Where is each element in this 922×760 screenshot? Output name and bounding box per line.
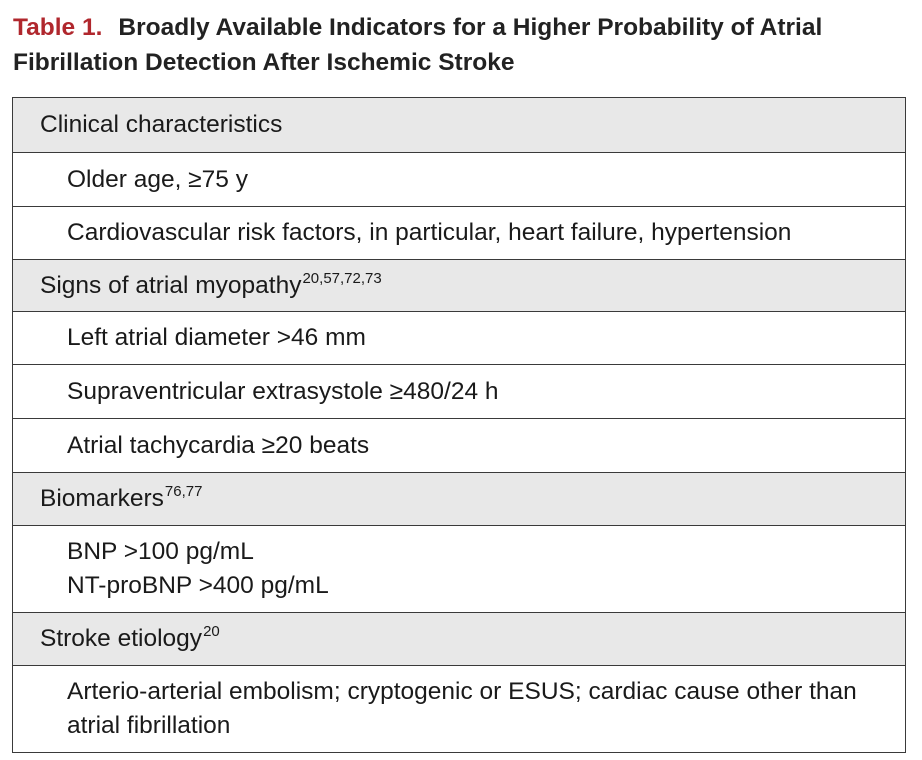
item-text-line-1: BNP >100 pg/mL [67, 538, 254, 565]
section-label: Stroke etiology [40, 625, 203, 652]
section-biomarkers: Biomarkers76,77 [13, 472, 905, 525]
item-arterio-arterial-embolism: Arterio-arterial embolism; cryptogenic o… [13, 665, 905, 752]
item-text-line-1: Arterio-arterial embolism; cryptogenic o… [67, 678, 857, 705]
table-caption: Table 1. Broadly Available Indicators for… [13, 10, 913, 80]
section-clinical-characteristics: Clinical characteristics [13, 98, 905, 152]
table-label: Table 1. [13, 14, 103, 41]
item-text: Atrial tachycardia ≥20 beats [67, 431, 370, 459]
item-text-line-2: atrial fibrillation [67, 712, 231, 739]
item-text: Older age, ≥75 y [67, 165, 248, 193]
item-supraventricular-extrasystole: Supraventricular extrasystole ≥480/24 h [13, 364, 905, 418]
section-atrial-myopathy: Signs of atrial myopathy20,57,72,73 [13, 259, 905, 311]
caption-line-1: Table 1. Broadly Available Indicators for… [13, 10, 913, 45]
reference-superscript: 20 [203, 623, 220, 640]
section-label: Clinical characteristics [40, 111, 283, 138]
caption-title-part-1: Broadly Available Indicators for a Highe… [118, 14, 823, 41]
item-text: Cardiovascular risk factors, in particul… [67, 219, 792, 246]
reference-superscript: 20,57,72,73 [302, 269, 382, 287]
indicators-table: Clinical characteristics Older age, ≥75 … [12, 97, 906, 753]
item-text: Left atrial diameter >46 mm [67, 324, 366, 351]
item-bnp: BNP >100 pg/mL NT-proBNP >400 pg/mL [13, 525, 905, 612]
item-atrial-tachycardia: Atrial tachycardia ≥20 beats [13, 418, 905, 472]
caption-line-2: Fibrillation Detection After Ischemic St… [13, 49, 515, 76]
section-label: Signs of atrial myopathy [40, 271, 302, 299]
reference-superscript: 76,77 [164, 483, 203, 500]
section-label: Biomarkers [40, 485, 164, 512]
item-left-atrial-diameter: Left atrial diameter >46 mm [13, 311, 905, 364]
item-cardiovascular-risk: Cardiovascular risk factors, in particul… [13, 206, 905, 259]
section-stroke-etiology: Stroke etiology20 [13, 612, 905, 665]
item-older-age: Older age, ≥75 y [13, 152, 905, 206]
item-text: Supraventricular extrasystole ≥480/24 h [67, 377, 499, 405]
item-text-line-2: NT-proBNP >400 pg/mL [67, 572, 329, 599]
